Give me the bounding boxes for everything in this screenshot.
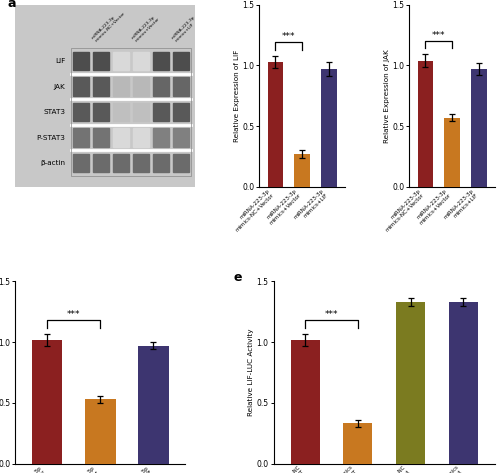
Y-axis label: Relative Expression of LIF: Relative Expression of LIF bbox=[234, 50, 239, 142]
Bar bbox=[73, 78, 88, 96]
Text: miRNA-223-3p
mimics-NC+Vector: miRNA-223-3p mimics-NC+Vector bbox=[91, 8, 126, 43]
Bar bbox=[113, 52, 129, 70]
Bar bbox=[73, 103, 88, 122]
Bar bbox=[268, 62, 283, 187]
Bar bbox=[73, 129, 88, 147]
Text: e: e bbox=[234, 271, 242, 283]
Text: β-actin: β-actin bbox=[40, 160, 66, 166]
Text: ***: *** bbox=[282, 32, 296, 41]
Bar bbox=[154, 52, 169, 70]
Bar bbox=[471, 69, 486, 187]
Bar bbox=[174, 129, 189, 147]
Bar bbox=[418, 61, 433, 187]
Bar bbox=[154, 103, 169, 122]
Bar bbox=[321, 69, 336, 187]
Text: JAK: JAK bbox=[54, 84, 66, 90]
Bar bbox=[294, 154, 310, 187]
Text: miRNA-223-3p
mimics+Vector: miRNA-223-3p mimics+Vector bbox=[131, 14, 160, 43]
Bar bbox=[133, 103, 149, 122]
Bar bbox=[290, 340, 320, 464]
Bar bbox=[174, 103, 189, 122]
Bar bbox=[113, 154, 129, 172]
Text: ***: *** bbox=[432, 31, 446, 40]
Bar bbox=[84, 399, 116, 464]
Bar bbox=[113, 78, 129, 96]
Bar bbox=[344, 423, 372, 464]
Text: ***: *** bbox=[325, 310, 338, 319]
Bar bbox=[174, 154, 189, 172]
Bar bbox=[73, 52, 88, 70]
Text: STAT3: STAT3 bbox=[44, 109, 66, 115]
Bar bbox=[113, 129, 129, 147]
Bar bbox=[154, 154, 169, 172]
Bar bbox=[154, 78, 169, 96]
Bar bbox=[133, 129, 149, 147]
Bar bbox=[93, 129, 108, 147]
Y-axis label: Relative Expression of JAK: Relative Expression of JAK bbox=[384, 49, 390, 143]
Bar bbox=[396, 302, 425, 464]
Text: LIF: LIF bbox=[55, 58, 66, 64]
Y-axis label: Relative LIF-LUC Activity: Relative LIF-LUC Activity bbox=[248, 329, 254, 416]
Text: miRNA-223-3p
mimics+LIF: miRNA-223-3p mimics+LIF bbox=[171, 15, 200, 43]
Bar bbox=[154, 129, 169, 147]
Bar bbox=[133, 52, 149, 70]
Bar bbox=[133, 154, 149, 172]
Bar bbox=[449, 302, 478, 464]
Bar bbox=[32, 340, 62, 464]
Bar bbox=[73, 154, 88, 172]
Bar bbox=[138, 346, 169, 464]
Bar bbox=[113, 103, 129, 122]
Bar bbox=[71, 48, 192, 176]
Bar bbox=[93, 154, 108, 172]
Bar bbox=[93, 103, 108, 122]
Bar bbox=[174, 52, 189, 70]
Text: a: a bbox=[8, 0, 16, 10]
Bar bbox=[444, 118, 460, 187]
Text: ***: *** bbox=[67, 310, 80, 319]
Bar bbox=[174, 78, 189, 96]
Text: P-STAT3: P-STAT3 bbox=[36, 135, 66, 140]
Bar bbox=[133, 78, 149, 96]
Bar bbox=[93, 52, 108, 70]
Bar bbox=[93, 78, 108, 96]
